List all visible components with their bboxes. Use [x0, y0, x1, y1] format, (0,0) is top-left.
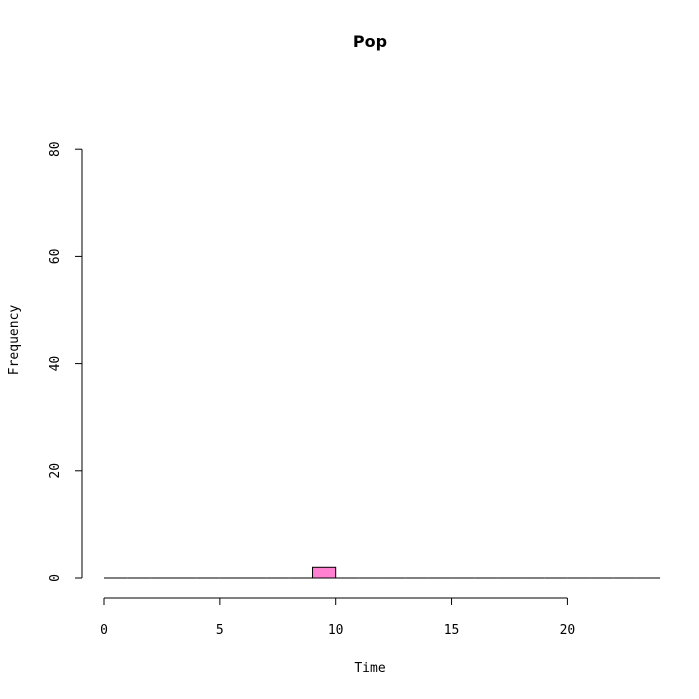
chart-title: Pop	[353, 32, 387, 51]
y-tick-label: 20	[48, 463, 63, 479]
y-tick-label: 40	[48, 356, 63, 372]
y-tick-label: 60	[48, 249, 63, 265]
x-tick-label: 10	[328, 623, 344, 638]
x-tick-label: 15	[444, 623, 460, 638]
x-axis: 0 5 10 15 20	[100, 597, 576, 638]
x-tick-label: 20	[560, 623, 576, 638]
y-tick-label: 80	[48, 141, 63, 157]
y-axis-label: Frequency	[7, 305, 22, 376]
y-axis: 0 20 40 60 80	[48, 141, 83, 582]
x-tick-label: 0	[100, 623, 108, 638]
histogram-bars	[104, 566, 661, 579]
x-tick-label: 5	[216, 623, 224, 638]
y-tick-label: 0	[48, 574, 63, 582]
x-axis-label: Time	[354, 661, 385, 676]
histogram-bar	[312, 566, 337, 579]
